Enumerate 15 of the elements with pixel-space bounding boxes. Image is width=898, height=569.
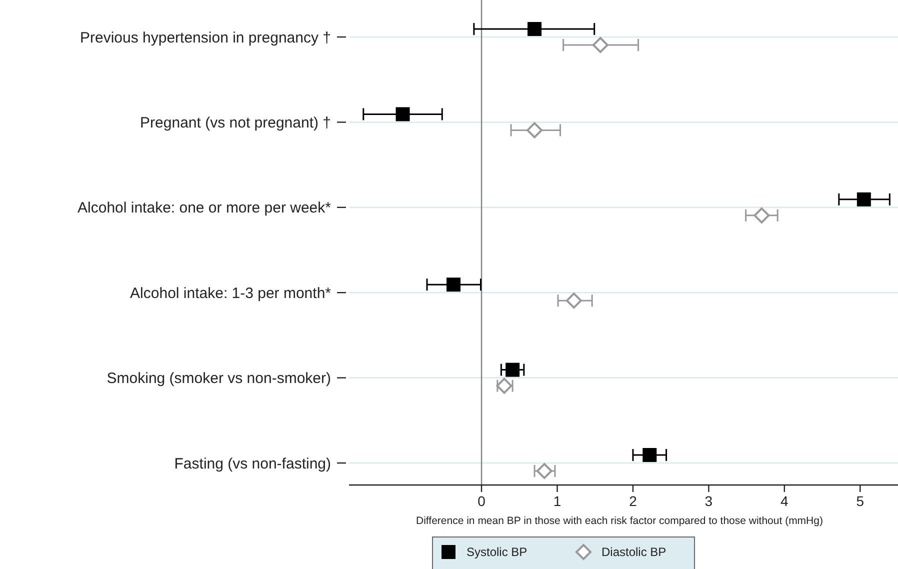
y-tick-label: Smoking (smoker vs non-smoker) bbox=[106, 370, 331, 388]
y-tick-label: Alcohol intake: one or more per week* bbox=[78, 200, 332, 217]
y-tick-label: Fasting (vs non-fasting) bbox=[174, 455, 331, 472]
y-tick-label: Pregnant (vs not pregnant) † bbox=[140, 114, 331, 132]
x-tick-label: 2 bbox=[629, 493, 638, 509]
x-tick-label: 4 bbox=[780, 493, 789, 509]
x-tick-label: 5 bbox=[856, 493, 864, 509]
x-tick-label: 0 bbox=[478, 493, 486, 509]
x-tick-label: 3 bbox=[704, 493, 713, 509]
x-axis-title: Difference in mean BP in those with each risk factor compared to those without (mmHg) bbox=[416, 515, 823, 527]
x-tick-label: 1 bbox=[553, 493, 562, 509]
y-tick-label: Previous hypertension in pregnancy † bbox=[80, 29, 331, 46]
legend-label: Systolic BP bbox=[466, 545, 528, 560]
y-tick-label: Alcohol intake: 1-3 per month* bbox=[130, 284, 332, 302]
legend-label: Diastolic BP bbox=[602, 545, 666, 560]
